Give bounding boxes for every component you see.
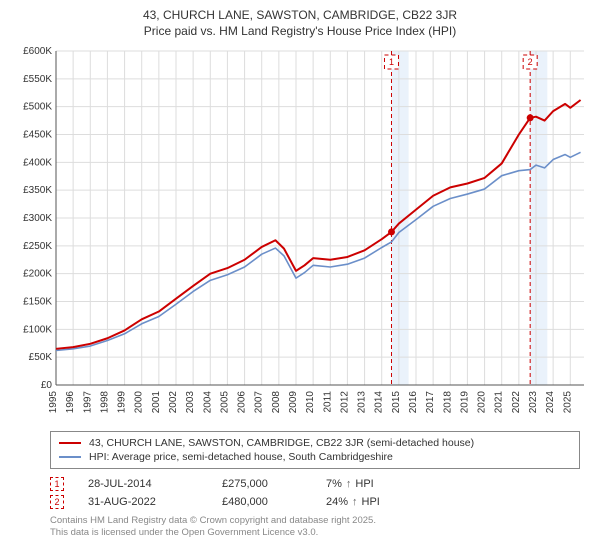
chart-area: £0 £50K £100K £150K £200K £250K £300K £350K £400…	[10, 45, 590, 425]
svg-text:2011: 2011	[322, 391, 333, 413]
svg-text:2004: 2004	[202, 391, 213, 414]
sale-row-1: 1 28-JUL-2014 £275,000 7% ↑ HPI	[50, 475, 580, 493]
svg-text:2020: 2020	[477, 391, 488, 414]
sale-pct-val-1: 7%	[326, 478, 342, 490]
legend-row-2: HPI: Average price, semi-detached house,…	[59, 450, 571, 464]
arrow-up-icon: ↑	[346, 478, 352, 490]
svg-text:2015: 2015	[391, 391, 402, 414]
svg-text:2025: 2025	[562, 391, 573, 414]
legend-swatch-2	[59, 456, 81, 458]
footer-line-2: This data is licensed under the Open Gov…	[50, 527, 580, 538]
svg-text:£150K: £150K	[23, 297, 52, 308]
svg-text:1: 1	[389, 57, 394, 67]
svg-text:2017: 2017	[425, 391, 436, 414]
sale-marker-2: 2	[50, 495, 64, 509]
svg-text:1998: 1998	[99, 391, 110, 414]
sale-pct-2: 24% ↑ HPI	[326, 496, 380, 508]
svg-text:£450K: £450K	[23, 130, 52, 141]
svg-text:2021: 2021	[494, 391, 505, 414]
svg-text:£350K: £350K	[23, 185, 52, 196]
svg-text:£100K: £100K	[23, 325, 52, 336]
svg-text:2: 2	[528, 57, 533, 67]
svg-text:£300K: £300K	[23, 213, 52, 224]
svg-text:2019: 2019	[459, 391, 470, 414]
sale-marker-1: 1	[50, 477, 64, 491]
svg-text:£500K: £500K	[23, 102, 52, 113]
svg-text:2012: 2012	[339, 391, 350, 414]
svg-text:£400K: £400K	[23, 158, 52, 169]
sale-price-2: £480,000	[222, 496, 302, 508]
sale-pct-1: 7% ↑ HPI	[326, 478, 374, 490]
svg-text:£550K: £550K	[23, 74, 52, 85]
sale-pct-val-2: 24%	[326, 496, 348, 508]
svg-text:£50K: £50K	[29, 352, 53, 363]
svg-text:2018: 2018	[442, 391, 453, 414]
svg-text:2010: 2010	[305, 391, 316, 414]
svg-text:2024: 2024	[545, 391, 556, 414]
svg-text:2005: 2005	[219, 391, 230, 414]
sale-price-1: £275,000	[222, 478, 302, 490]
svg-text:2007: 2007	[254, 391, 265, 414]
svg-text:1995: 1995	[48, 391, 59, 414]
svg-text:1999: 1999	[117, 391, 128, 414]
svg-text:2022: 2022	[511, 391, 522, 414]
svg-text:2001: 2001	[151, 391, 162, 414]
svg-text:£200K: £200K	[23, 269, 52, 280]
sale-pct-suffix-2: HPI	[362, 496, 380, 508]
svg-text:2008: 2008	[271, 391, 282, 414]
footer-line-1: Contains HM Land Registry data © Crown c…	[50, 515, 580, 526]
sale-date-2: 31-AUG-2022	[88, 496, 198, 508]
svg-text:£0: £0	[41, 380, 53, 391]
footer-attribution: Contains HM Land Registry data © Crown c…	[50, 515, 580, 538]
svg-text:£600K: £600K	[23, 46, 52, 57]
legend-row-1: 43, CHURCH LANE, SAWSTON, CAMBRIDGE, CB2…	[59, 436, 571, 450]
svg-text:2009: 2009	[288, 391, 299, 414]
svg-text:2002: 2002	[168, 391, 179, 414]
svg-text:2023: 2023	[528, 391, 539, 414]
line-chart-svg: £0 £50K £100K £150K £200K £250K £300K £350K £400…	[10, 45, 590, 425]
svg-text:1997: 1997	[82, 391, 93, 414]
arrow-up-icon: ↑	[352, 496, 358, 508]
sale-date-1: 28-JUL-2014	[88, 478, 198, 490]
sales-table: 1 28-JUL-2014 £275,000 7% ↑ HPI 2 31-AUG…	[50, 475, 580, 511]
legend-label-1: 43, CHURCH LANE, SAWSTON, CAMBRIDGE, CB2…	[89, 437, 474, 449]
svg-text:2000: 2000	[134, 391, 145, 414]
svg-text:2014: 2014	[374, 391, 385, 414]
svg-text:£250K: £250K	[23, 241, 52, 252]
svg-text:2016: 2016	[408, 391, 419, 414]
legend-label-2: HPI: Average price, semi-detached house,…	[89, 451, 393, 463]
sale-pct-suffix-1: HPI	[355, 478, 373, 490]
svg-text:2003: 2003	[185, 391, 196, 414]
svg-text:2006: 2006	[237, 391, 248, 414]
svg-text:1996: 1996	[65, 391, 76, 414]
legend-swatch-1	[59, 442, 81, 444]
svg-text:2013: 2013	[357, 391, 368, 414]
sale-row-2: 2 31-AUG-2022 £480,000 24% ↑ HPI	[50, 493, 580, 511]
legend-box: 43, CHURCH LANE, SAWSTON, CAMBRIDGE, CB2…	[50, 431, 580, 469]
chart-title-line2: Price paid vs. HM Land Registry's House …	[10, 24, 590, 40]
chart-title-line1: 43, CHURCH LANE, SAWSTON, CAMBRIDGE, CB2…	[10, 8, 590, 24]
